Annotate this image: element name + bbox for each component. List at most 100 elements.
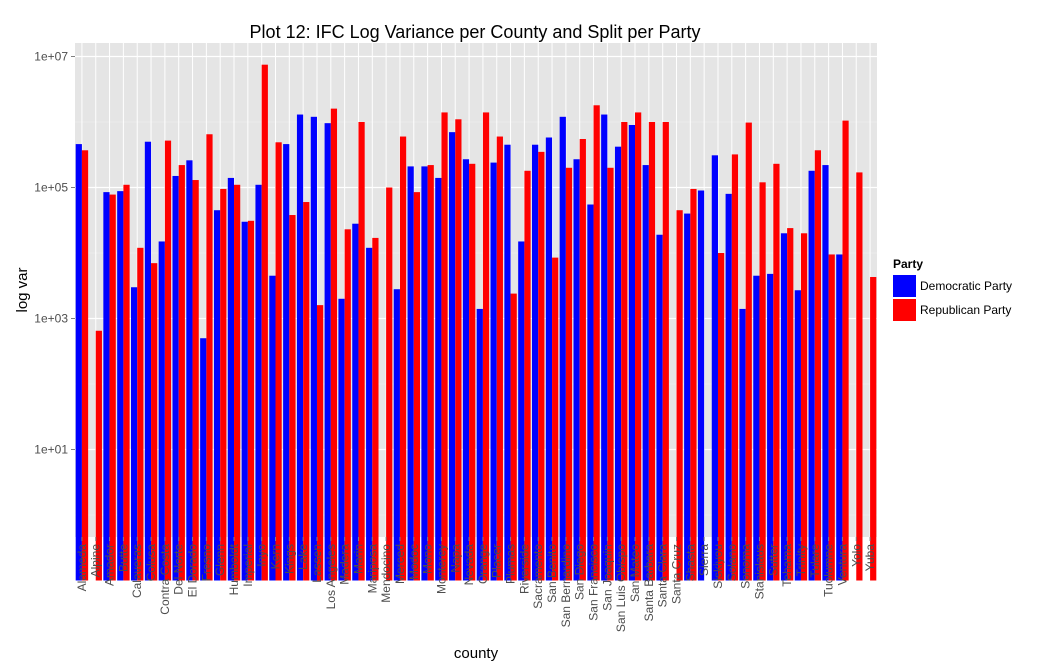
bar-republican [524,170,531,581]
x-tick-label: Imperial [241,544,255,587]
x-tick-label: San Diego [573,544,587,600]
bar-republican [372,237,379,581]
bar-republican [81,150,89,581]
legend-key [893,299,916,321]
bar-democratic [836,254,843,581]
y-tick-label: 1e+01 [34,443,68,457]
bars [75,64,877,581]
bar-democratic [545,137,553,581]
bar-republican [621,122,628,581]
bar-democratic [794,290,801,581]
bar-democratic [407,166,414,581]
legend-items: Democratic Party Republican Party [893,275,1012,321]
bar-democratic [601,114,608,581]
bar-republican [510,293,517,581]
x-tick-label: San Benito [545,544,559,603]
bar-republican [690,188,697,581]
bar-republican [455,119,462,581]
x-tick-label: Napa [448,544,462,573]
bar-republican [137,247,144,581]
bar-republican [261,64,268,581]
bar-democratic [366,247,373,581]
bar-republican [164,140,172,581]
bar-republican [565,167,573,581]
x-tick-label: Sutter [766,544,780,576]
x-tick-label: Stanislaus [752,544,766,599]
bar-republican [552,257,559,581]
x-tick-label: Sierra [697,544,711,576]
bar-republican [828,254,835,581]
bar-democratic [753,275,760,581]
bar-republican [579,139,586,581]
bar-democratic [186,160,193,581]
bar-republican [759,182,766,581]
bar-republican [178,165,185,581]
x-tick-label: Riverside [517,544,531,594]
bar-democratic [103,192,110,581]
x-tick-label: Santa Barbara [642,544,656,622]
bar-democratic [269,275,276,581]
bar-democratic [449,132,456,581]
bar-republican [386,187,393,581]
bar-republican [800,233,808,581]
x-tick-label: Contra Costa [158,544,172,615]
bar-republican [95,330,102,581]
bar-democratic [780,233,788,581]
x-tick-label: Madera [338,544,352,585]
bar-democratic [144,141,152,581]
x-tick-label: Santa Clara [656,544,670,608]
bar-republican [247,220,255,581]
bar-democratic [283,144,290,581]
bar-republican [427,165,434,581]
x-tick-label: Tulare [808,544,822,578]
y-tick-label: 1e+03 [34,312,68,326]
bar-democratic [131,287,138,581]
bar-republican [635,112,642,581]
x-tick-label: Inyo [255,544,269,567]
x-tick-label: Tehama [780,544,794,587]
x-tick-label: Merced [393,544,407,584]
bar-democratic [684,213,691,581]
bar-democratic [172,175,179,581]
bar-republican [234,184,241,581]
bar-republican [413,192,420,581]
bar-democratic [822,165,829,581]
x-tick-label: Yuba [863,544,877,572]
x-tick-label: Colusa [144,544,158,582]
x-tick-label: Trinity [794,544,808,576]
legend-label: Republican Party [920,303,1011,317]
x-tick-label: Modoc [407,544,421,580]
x-tick-label: Orange [476,544,490,584]
bar-democratic [158,241,165,581]
y-tick-label: 1e+05 [34,181,68,195]
x-tick-label: Del Norte [172,544,186,595]
bar-republican [192,180,199,581]
y-axis-title: log var [14,267,31,312]
x-tick-label: Sacramento [531,544,545,609]
x-tick-label: Kings [282,544,296,574]
bar-democratic [711,155,718,581]
bar-republican [593,105,600,581]
x-tick-label: San Joaquin [600,544,614,611]
bar-republican [842,120,849,581]
x-tick-label: Plumas [504,544,518,584]
x-tick-label: Alpine [89,544,103,578]
bar-republican [123,184,130,581]
chart-title: Plot 12: IFC Log Variance per County and… [250,22,701,42]
bar-democratic [808,170,815,581]
bar-democratic [504,144,511,581]
bar-democratic [241,221,248,581]
x-axis: Alameda Alpine Amador Butte Calaveras Colusa C… [75,537,877,632]
x-tick-label: Fresno [199,544,213,582]
bar-republican [358,122,365,581]
x-tick-label: Glenn [213,544,227,576]
bar-republican [773,163,780,581]
x-tick-label: Sonoma [739,544,753,589]
bar-democratic [559,116,566,581]
x-tick-label: Marin [351,544,365,574]
bar-democratic [476,308,483,581]
x-tick-label: Ventura [835,544,849,586]
x-tick-label: Solano [725,544,739,582]
bar-democratic [200,338,207,581]
bar-republican [870,277,877,581]
